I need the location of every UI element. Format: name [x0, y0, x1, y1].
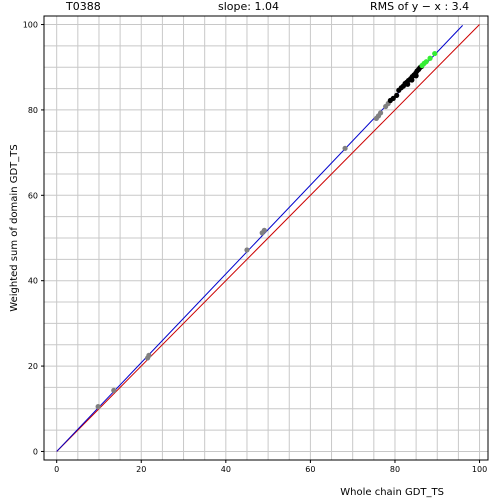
- x-tick-label: 80: [390, 465, 400, 474]
- plot-frame: [43, 15, 489, 461]
- y-tick-label: 0: [33, 447, 38, 456]
- data-points: [95, 50, 438, 410]
- x-tick-label: 60: [305, 465, 315, 474]
- data-point: [111, 387, 117, 394]
- data-point: [409, 77, 415, 83]
- y-axis-label: Weighted sum of domain GDT_TS: [9, 144, 20, 311]
- x-tick-label: 100: [472, 465, 487, 474]
- identity-line: [56, 24, 480, 452]
- y-tick-label: 60: [28, 191, 38, 200]
- x-axis-label: Whole chain GDT_TS: [340, 487, 444, 498]
- y-tick-label: 80: [28, 106, 38, 115]
- axis-ticks: 0 20 40 60 80 100 0 20 40 60 80 100: [23, 21, 487, 474]
- target-id-label: T0388: [66, 0, 101, 13]
- x-tick-label: 20: [136, 465, 146, 474]
- y-tick-label: 20: [28, 362, 38, 371]
- data-point: [377, 110, 384, 116]
- y-tick-label: 40: [28, 277, 38, 286]
- data-point: [394, 92, 400, 99]
- rms-label: RMS of y − x : 3.4: [370, 0, 470, 13]
- data-point: [244, 247, 250, 253]
- data-point: [95, 404, 101, 410]
- data-point: [261, 227, 267, 233]
- data-point: [427, 55, 433, 61]
- data-point: [390, 95, 396, 101]
- data-point: [413, 73, 419, 79]
- x-tick-label: 40: [221, 465, 231, 474]
- data-point: [146, 352, 152, 359]
- grid-lines: [44, 16, 488, 460]
- data-point: [432, 50, 438, 57]
- data-point: [342, 145, 348, 151]
- y-tick-label: 100: [23, 21, 38, 30]
- data-point: [405, 81, 411, 87]
- slope-label: slope: 1.04: [218, 0, 279, 13]
- x-tick-label: 0: [54, 465, 59, 474]
- data-point: [423, 59, 429, 65]
